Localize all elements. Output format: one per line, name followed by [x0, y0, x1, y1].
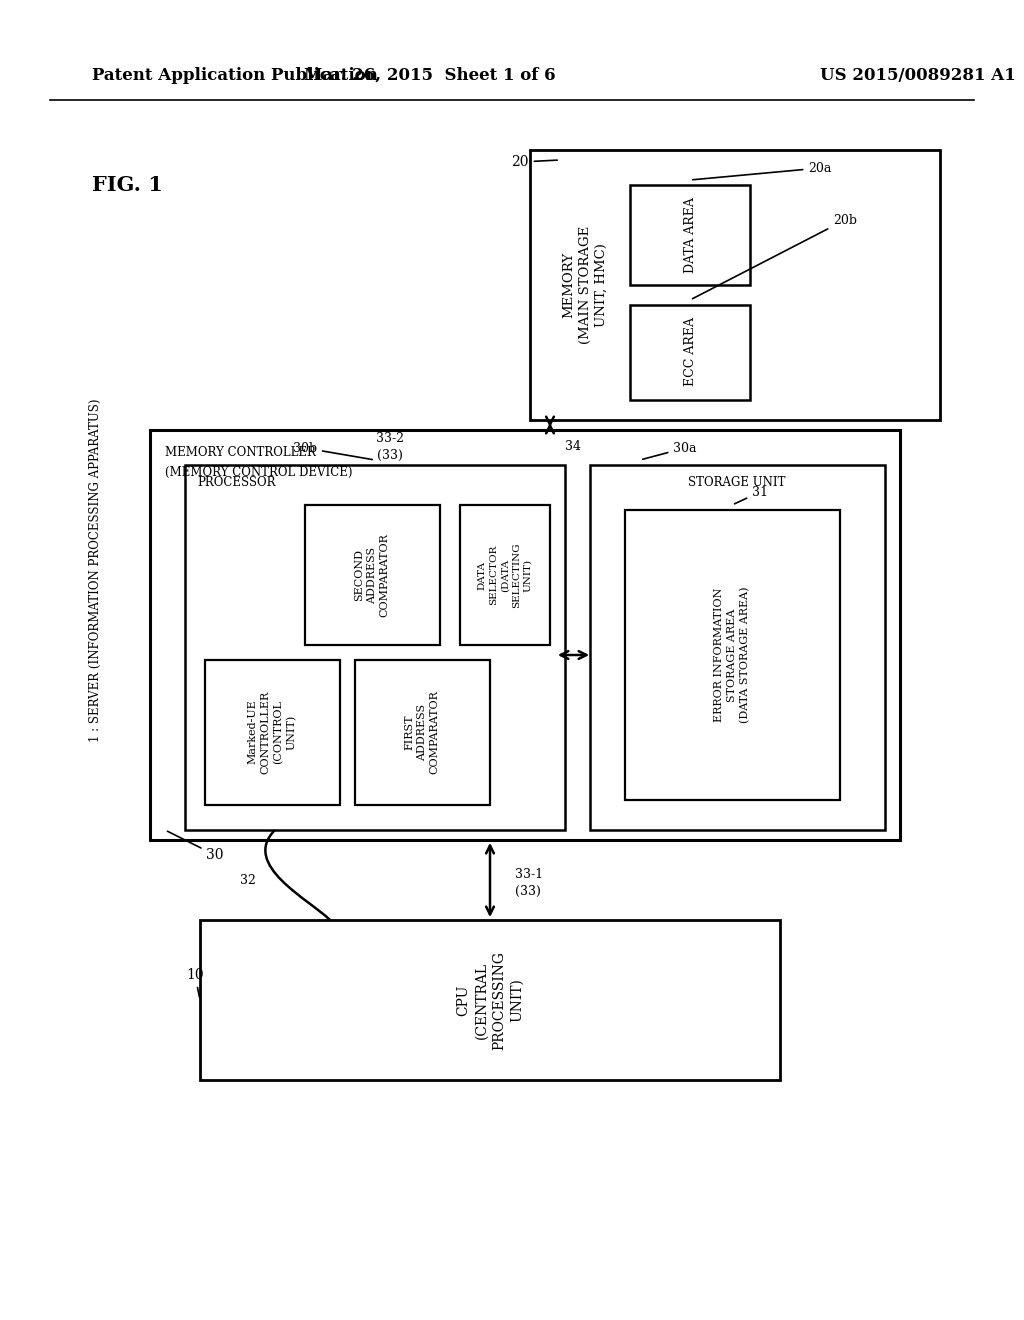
Text: US 2015/0089281 A1: US 2015/0089281 A1: [820, 66, 1016, 83]
Text: Mar. 26, 2015  Sheet 1 of 6: Mar. 26, 2015 Sheet 1 of 6: [304, 66, 556, 83]
Text: 20: 20: [511, 154, 557, 169]
Text: 33-1
(33): 33-1 (33): [515, 869, 543, 898]
Text: MEMORY
(MAIN STORAGE
UNIT, HMC): MEMORY (MAIN STORAGE UNIT, HMC): [562, 226, 608, 345]
Text: 20a: 20a: [693, 161, 831, 180]
Text: ERROR INFORMATION
STORAGE AREA
(DATA STORAGE AREA): ERROR INFORMATION STORAGE AREA (DATA STO…: [714, 587, 750, 723]
Text: SECOND
ADDRESS
COMPARATOR: SECOND ADDRESS COMPARATOR: [354, 533, 390, 616]
Bar: [200, 920, 780, 1080]
Text: 20b: 20b: [692, 214, 857, 298]
Text: FIG. 1: FIG. 1: [92, 176, 163, 195]
Text: Patent Application Publication: Patent Application Publication: [92, 66, 378, 83]
Bar: [630, 185, 750, 285]
Text: 30a: 30a: [643, 441, 696, 459]
Text: 32: 32: [240, 874, 256, 887]
Bar: [185, 465, 565, 830]
Bar: [460, 506, 550, 645]
Bar: [590, 465, 885, 830]
Bar: [305, 506, 440, 645]
Bar: [630, 305, 750, 400]
Text: DATA AREA: DATA AREA: [683, 197, 696, 273]
Text: 30: 30: [168, 832, 224, 862]
Bar: [205, 660, 340, 805]
Text: PROCESSOR: PROCESSOR: [197, 477, 275, 490]
Text: MEMORY CONTROLLER: MEMORY CONTROLLER: [165, 446, 315, 458]
Text: 30b: 30b: [293, 441, 373, 459]
Text: 33-2
(33): 33-2 (33): [376, 432, 404, 462]
Text: STORAGE UNIT: STORAGE UNIT: [688, 477, 785, 490]
Bar: [150, 430, 900, 840]
Bar: [530, 150, 940, 420]
Text: 1 : SERVER (INFORMATION PROCESSING APPARATUS): 1 : SERVER (INFORMATION PROCESSING APPAR…: [88, 399, 101, 742]
Text: 34: 34: [565, 441, 581, 454]
Bar: [625, 510, 840, 800]
Text: FIRST
ADDRESS
COMPARATOR: FIRST ADDRESS COMPARATOR: [404, 690, 439, 774]
Text: CPU
(CENTRAL
PROCESSING
UNIT): CPU (CENTRAL PROCESSING UNIT): [457, 950, 523, 1049]
Text: 31: 31: [734, 486, 768, 504]
Text: DATA
SELECTOR
(DATA
SELECTING
UNIT): DATA SELECTOR (DATA SELECTING UNIT): [477, 543, 532, 607]
Bar: [355, 660, 490, 805]
Text: Marked-UE
CONTROLLER
(CONTROL
UNIT): Marked-UE CONTROLLER (CONTROL UNIT): [248, 690, 297, 774]
Text: (MEMORY CONTROL DEVICE): (MEMORY CONTROL DEVICE): [165, 466, 352, 479]
Text: 10: 10: [186, 968, 204, 998]
Text: ECC AREA: ECC AREA: [683, 318, 696, 387]
